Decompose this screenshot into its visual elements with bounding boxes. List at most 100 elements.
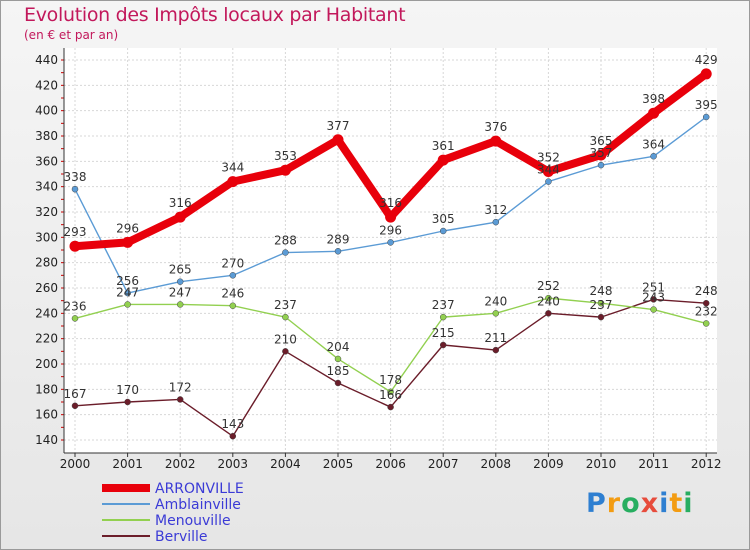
data-label-menouville: 178 (379, 373, 402, 387)
data-label-amblainville: 289 (327, 232, 350, 246)
data-label-berville: 215 (432, 326, 455, 340)
data-label-arronville: 344 (221, 161, 244, 175)
data-label-berville: 211 (484, 331, 507, 345)
data-label-arronville: 398 (642, 92, 665, 106)
data-label-menouville: 236 (64, 299, 87, 313)
data-point-menouville (545, 294, 552, 302)
data-label-menouville: 237 (432, 298, 455, 312)
data-label-berville: 210 (274, 332, 297, 346)
proxiti-logo: Proxiti (586, 488, 694, 519)
data-point-menouville (71, 315, 79, 322)
data-point-berville (124, 398, 131, 406)
x-tick-label: 2006 (375, 457, 406, 471)
data-point-menouville (439, 313, 447, 321)
data-point-menouville (229, 302, 237, 309)
data-point-berville (492, 346, 500, 354)
y-tick-label: 280 (35, 256, 58, 270)
data-point-amblainville (229, 272, 237, 279)
x-tick-label: 2001 (112, 457, 143, 471)
series-berville (71, 296, 710, 440)
series-arronville (69, 68, 712, 252)
data-label-amblainville: 357 (590, 146, 613, 160)
data-label-berville: 248 (695, 284, 718, 298)
legend-label-amblainville: Amblainville (155, 497, 241, 513)
data-point-arronville (279, 164, 291, 176)
data-label-arronville: 377 (327, 119, 350, 133)
data-label-berville: 237 (590, 298, 613, 312)
data-point-menouville (650, 306, 657, 313)
data-point-arronville (122, 236, 134, 248)
series-amblainville (71, 113, 710, 297)
data-label-menouville: 248 (590, 284, 613, 298)
data-label-berville: 170 (116, 383, 139, 397)
data-point-menouville (702, 320, 710, 327)
chart-subtitle: (en € et par an) (24, 28, 119, 42)
data-label-menouville: 232 (695, 304, 718, 318)
y-tick-label: 240 (35, 306, 58, 320)
data-point-arronville (595, 149, 607, 161)
series-menouville (71, 294, 710, 396)
data-point-amblainville (176, 278, 184, 285)
data-point-menouville (387, 388, 394, 396)
legend-label-menouville: Menouville (155, 513, 231, 529)
data-point-berville (439, 341, 447, 349)
logo-letter: i (683, 488, 694, 519)
axes: 140 160 180 200 220 240 260 280 300 320 340 360 380 4… (35, 48, 721, 471)
data-point-amblainville (439, 227, 447, 235)
data-point-berville (387, 403, 394, 411)
data-point-berville (597, 313, 605, 321)
logo-letter: P (586, 488, 607, 519)
data-point-menouville (492, 310, 500, 317)
y-tick-label: 160 (35, 408, 58, 422)
data-label-menouville: 237 (274, 298, 297, 312)
data-label-menouville: 252 (537, 279, 560, 293)
data-label-arronville: 352 (537, 150, 560, 164)
x-tick-label: 2008 (481, 457, 512, 471)
data-label-berville: 185 (327, 364, 350, 378)
data-point-menouville (124, 301, 131, 308)
y-tick-label: 180 (35, 382, 58, 396)
data-label-menouville: 243 (642, 291, 665, 305)
data-point-berville (545, 310, 552, 317)
y-tick-label: 260 (35, 281, 58, 295)
data-label-menouville: 247 (116, 285, 139, 299)
data-label-menouville: 246 (221, 287, 244, 301)
data-point-menouville (282, 313, 289, 321)
x-tick-label: 2004 (270, 457, 301, 471)
y-tick-label: 220 (35, 332, 58, 346)
data-point-menouville (176, 301, 184, 308)
y-tick-label: 380 (35, 129, 58, 143)
data-label-berville: 143 (221, 417, 244, 431)
data-point-berville (229, 432, 237, 440)
y-tick-label: 200 (35, 357, 58, 371)
data-point-arronville (174, 211, 186, 223)
data-label-berville: 251 (642, 280, 665, 294)
data-point-arronville (542, 165, 554, 177)
data-label-arronville: 316 (379, 196, 402, 210)
legend-item-berville: Berville (102, 529, 208, 545)
legend-item-arronville: ARRONVILLE (102, 481, 244, 497)
data-label-amblainville: 296 (379, 223, 402, 237)
data-point-arronville (227, 176, 239, 188)
legend-label-berville: Berville (155, 529, 208, 545)
data-label-arronville: 293 (64, 225, 87, 239)
data-label-amblainville: 256 (116, 274, 139, 288)
data-label-berville: 172 (169, 380, 192, 394)
y-tick-label: 360 (35, 154, 58, 168)
x-tick-label: 2009 (533, 457, 564, 471)
legend-label-arronville: ARRONVILLE (155, 481, 244, 497)
data-point-menouville (334, 355, 342, 363)
y-tick-label: 420 (35, 78, 58, 92)
data-label-amblainville: 395 (695, 98, 718, 112)
data-point-amblainville (71, 185, 79, 193)
data-point-arronville (385, 211, 397, 223)
logo-letter: r (606, 488, 622, 519)
x-tick-label: 2005 (323, 457, 354, 471)
labels-berville: 167 170 172 143 210 185 166 215 211 240 237 251 248 (64, 280, 718, 431)
data-point-arronville (648, 107, 660, 119)
data-point-berville (282, 348, 289, 355)
data-point-berville (176, 396, 184, 403)
